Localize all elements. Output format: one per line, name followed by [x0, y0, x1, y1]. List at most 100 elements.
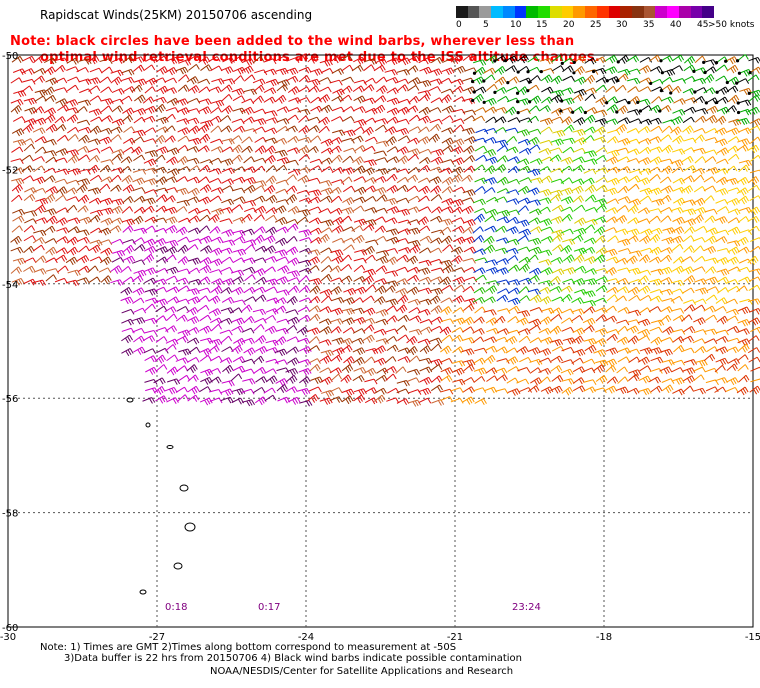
wind-barb	[606, 136, 619, 144]
wind-barb	[397, 155, 409, 165]
wind-barb	[54, 277, 68, 284]
wind-barb	[627, 68, 641, 75]
wind-barb	[705, 105, 719, 114]
wind-barb	[374, 124, 387, 132]
wind-barb	[496, 216, 510, 224]
wind-barb	[660, 68, 676, 77]
wind-barb	[121, 348, 134, 357]
wind-barb	[198, 348, 212, 356]
colorbar-label: 5	[483, 20, 489, 30]
wind-barb	[406, 377, 420, 383]
wind-barb	[561, 293, 573, 302]
wind-barb	[550, 313, 563, 321]
wind-barb	[342, 185, 355, 193]
wind-barb	[264, 155, 276, 164]
wind-barb	[407, 137, 420, 145]
wind-barb	[462, 109, 476, 116]
wind-barb	[23, 193, 36, 202]
wind-barb	[342, 297, 356, 305]
wind-barb	[539, 139, 553, 146]
wind-barb	[307, 265, 320, 272]
wind-barb	[715, 86, 730, 95]
wind-barb	[736, 117, 750, 125]
wind-barb	[24, 107, 38, 115]
wind-barb	[539, 57, 554, 65]
wind-barb	[87, 164, 100, 174]
wind-barb	[669, 85, 682, 95]
wind-barb	[747, 144, 760, 154]
wind-barb	[175, 98, 189, 106]
wind-barb	[506, 198, 520, 205]
wind-barb	[693, 127, 706, 134]
wind-barb	[121, 174, 133, 184]
wind-barb	[649, 104, 662, 114]
wind-barb	[153, 166, 167, 174]
wind-barb	[33, 55, 45, 64]
wind-barb	[243, 74, 256, 82]
wind-barb	[639, 195, 652, 203]
wind-barb	[626, 128, 640, 134]
wind-barb	[21, 138, 35, 144]
wind-barb	[406, 336, 418, 345]
wind-barb	[496, 155, 509, 163]
wind-barb	[606, 104, 619, 113]
wind-barb	[307, 327, 321, 335]
wind-barb	[551, 234, 563, 242]
wind-barb	[738, 229, 752, 236]
wind-barb	[672, 388, 685, 396]
wind-barb	[516, 108, 531, 115]
wind-barb	[287, 257, 300, 266]
wind-barb	[143, 138, 157, 144]
wind-barb	[507, 156, 520, 164]
wind-barb	[727, 197, 740, 206]
wind-barb	[637, 318, 651, 327]
wind-barb	[199, 257, 212, 266]
wind-barb	[154, 298, 168, 307]
wind-barb	[705, 276, 719, 285]
wind-barb	[263, 266, 276, 273]
wind-barb	[561, 386, 574, 396]
wind-barb	[605, 187, 618, 196]
wind-barb	[538, 327, 552, 335]
wind-barb	[692, 387, 706, 395]
wind-barb	[277, 79, 290, 87]
wind-barb	[100, 105, 113, 113]
wind-barb	[626, 138, 640, 145]
wind-barb	[331, 255, 344, 264]
wind-barb	[473, 198, 486, 206]
wind-barb	[472, 66, 486, 76]
wind-barb	[684, 226, 696, 234]
wind-barb	[341, 364, 354, 374]
wind-barb	[396, 254, 409, 262]
wind-barb	[737, 306, 751, 315]
wind-barb	[482, 74, 496, 83]
wind-barb	[340, 176, 353, 184]
wind-barb	[660, 96, 674, 104]
wind-barb	[298, 285, 311, 293]
wind-barb	[452, 267, 465, 273]
wind-barb	[440, 306, 452, 315]
wind-barb	[353, 176, 367, 182]
wind-barb	[154, 135, 166, 144]
wind-barb	[66, 246, 79, 256]
wind-barb	[285, 367, 299, 376]
wind-barb	[221, 138, 235, 145]
wind-barb	[274, 205, 287, 214]
wind-barb	[200, 368, 214, 377]
wind-barb	[318, 339, 332, 346]
wind-barb	[309, 363, 321, 372]
wind-barb	[143, 225, 156, 232]
wind-barb	[397, 106, 410, 115]
wind-barb	[716, 64, 728, 72]
wind-barb	[418, 93, 431, 102]
colorbar-segment	[585, 6, 597, 18]
wind-barb	[693, 174, 705, 183]
wind-barb	[286, 236, 298, 244]
wind-barb	[111, 149, 125, 156]
wind-barb	[571, 308, 585, 315]
island-outline	[179, 484, 189, 492]
wind-barb	[594, 126, 607, 135]
wind-barb	[648, 166, 661, 173]
wind-barb	[166, 147, 180, 156]
wind-barb	[329, 186, 342, 195]
